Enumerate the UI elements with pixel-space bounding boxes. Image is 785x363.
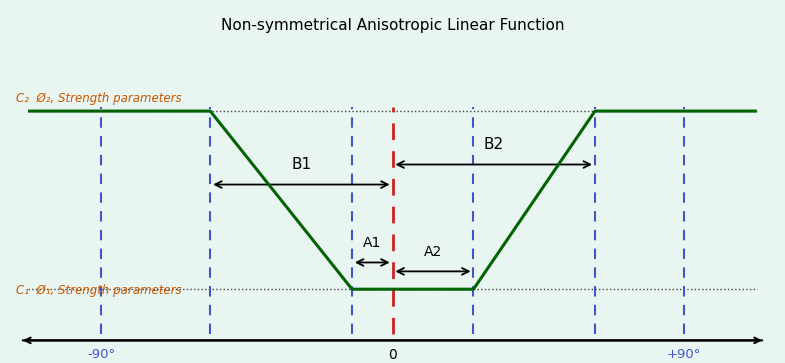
Text: Non-symmetrical Anisotropic Linear Function: Non-symmetrical Anisotropic Linear Funct… [221,17,564,33]
Text: B2: B2 [484,137,504,152]
Text: -90°: -90° [87,348,115,361]
Text: +90°: +90° [666,348,701,361]
Text: A1: A1 [363,236,382,250]
Text: A2: A2 [424,245,442,259]
Text: 0: 0 [388,348,397,362]
Text: B1: B1 [291,157,312,172]
Text: C₁  Ø₁, Strength parameters: C₁ Ø₁, Strength parameters [16,284,181,297]
Text: C₂  Ø₂, Strength parameters: C₂ Ø₂, Strength parameters [16,92,181,105]
